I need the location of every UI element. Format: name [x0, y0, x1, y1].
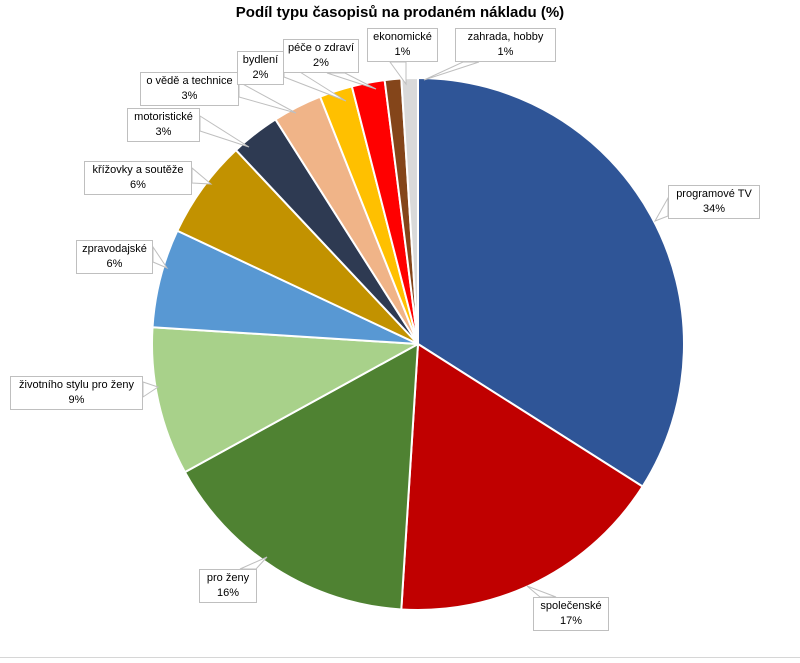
callout-leader-zahrada-hobby: [423, 61, 480, 81]
data-label-value: 3%: [181, 90, 198, 102]
data-label-zahrada-hobby: zahrada, hobby 1%: [455, 28, 556, 62]
chart-title: Podíl typu časopisů na prodaném nákladu …: [235, 4, 565, 21]
data-label-spolecenske: společenské 17%: [533, 597, 609, 631]
data-label-programove-tv: programové TV 34%: [668, 185, 760, 219]
data-label-category: pro ženy: [206, 572, 250, 584]
callout-leader-zivotniho-stylu-pro-zeny: [142, 381, 160, 398]
data-label-pro-zeny: pro ženy 16%: [199, 569, 257, 603]
callout-leader-spolecenske: [526, 585, 557, 598]
data-label-pece-o-zdravi: péče o zdraví 2%: [283, 39, 359, 73]
data-label-category: o vědě a technice: [146, 75, 233, 87]
data-label-motoristicke: motoristické 3%: [127, 108, 200, 142]
pie-slice-pro-zeny: [183, 343, 419, 611]
callout-leader-motoristicke: [199, 115, 250, 148]
data-label-value: 34%: [702, 203, 726, 215]
data-label-zpravodajske: zpravodajské 6%: [76, 240, 153, 274]
data-label-value: 1%: [497, 46, 514, 58]
data-label-ekonomicke: ekonomické 1%: [367, 28, 438, 62]
callout-leader-pro-zeny: [239, 556, 268, 570]
data-label-category: křížovky a soutěže: [92, 164, 184, 176]
data-label-bydleni: bydlení 2%: [237, 51, 284, 85]
data-label-value: 3%: [155, 126, 172, 138]
callout-leader-ekonomicke: [389, 61, 407, 86]
data-label-category: péče o zdraví: [287, 42, 355, 54]
pie-slice-zivotniho-stylu-pro-zeny: [151, 326, 419, 474]
data-label-value: 17%: [559, 615, 583, 627]
data-label-category: společenské: [540, 600, 602, 612]
data-label-zivotniho-stylu-pro-zeny: životního stylu pro ženy 9%: [10, 376, 143, 410]
data-label-value: 1%: [394, 46, 411, 58]
callout-leader-zpravodajske: [152, 245, 169, 270]
data-label-krizovky-a-souteze: křížovky a soutěže 6%: [84, 161, 192, 195]
pie-slice-spolecenske: [400, 343, 644, 611]
data-label-value: 6%: [130, 179, 146, 191]
data-label-category: ekonomické: [373, 31, 432, 43]
data-label-category: programové TV: [676, 188, 752, 200]
data-label-category: bydlení: [242, 54, 279, 66]
callout-leader-programove-tv: [653, 196, 669, 222]
pie-slice-zahrada-hobby: [400, 76, 419, 345]
callout-leader-o-vede-a-technice: [238, 81, 297, 114]
data-label-value: 9%: [68, 394, 85, 406]
window-bottom-edge: [0, 657, 800, 658]
data-label-category: motoristické: [134, 111, 193, 123]
callout-leader-krizovky-a-souteze: [191, 166, 213, 185]
data-label-o-vede-a-technice: o vědě a technice 3%: [140, 72, 239, 106]
data-label-category: zahrada, hobby: [467, 31, 544, 43]
data-label-category: životního stylu pro ženy: [19, 379, 134, 391]
pie-slice-programove-tv: [417, 77, 685, 488]
data-label-category: zpravodajské: [82, 243, 147, 255]
data-label-value: 2%: [313, 57, 329, 69]
data-label-value: 6%: [106, 258, 123, 270]
data-label-value: 2%: [252, 69, 269, 81]
data-label-value: 16%: [216, 587, 240, 599]
callout-leader-pece-o-zdravi: [326, 72, 377, 90]
